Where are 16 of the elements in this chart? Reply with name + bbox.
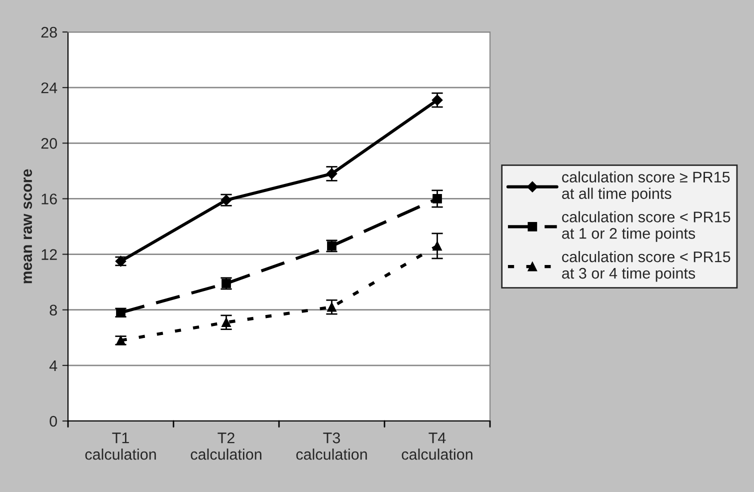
y-tick-label: 28: [41, 26, 57, 38]
x-tick-label: T3 calculation: [296, 432, 367, 460]
y-tick-label: 0: [50, 416, 57, 427]
y-tick-label: 4: [49, 360, 58, 371]
legend-label: calculation score ≥ PR15 at all time points: [562, 171, 730, 202]
legend-label: calculation score < PR15 at 1 or 2 time points: [562, 211, 730, 242]
y-tick-label: 24: [41, 82, 58, 94]
x-tick-label: T2 calculation: [190, 432, 262, 460]
y-tick-label: 16: [42, 194, 57, 204]
y-axis-title: mean raw score: [24, 169, 32, 284]
x-tick-label: T4 calculation: [402, 432, 472, 460]
y-tick-label: 12: [42, 249, 57, 260]
x-tick-label: T1 calculation: [85, 432, 156, 460]
y-tick-label: 20: [41, 138, 57, 149]
y-tick-label: 8: [50, 304, 57, 316]
legend-label: calculation score < PR15 at 3 or 4 time points: [562, 251, 730, 282]
